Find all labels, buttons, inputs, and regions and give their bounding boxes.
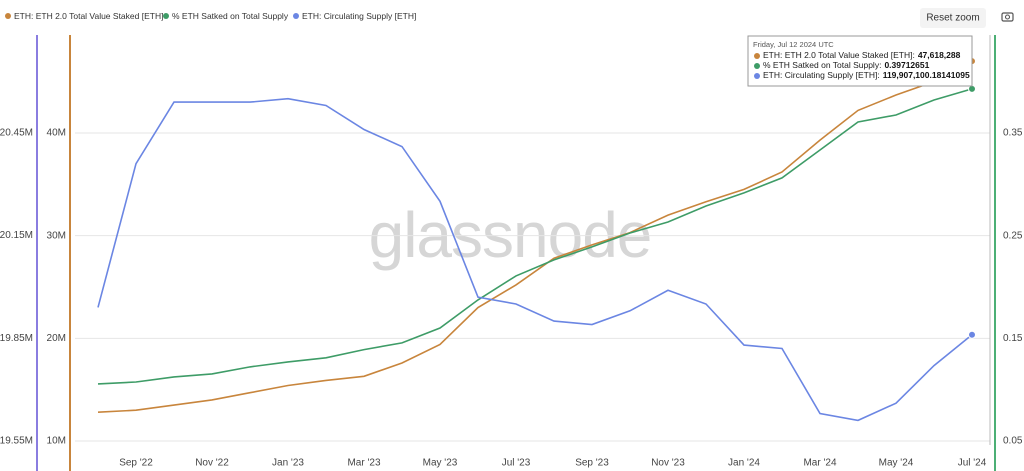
y-tick-label: 0.05: [1003, 436, 1023, 447]
y-tick-label: 0.25: [1003, 230, 1023, 241]
y-tick-label: 119.55M: [0, 436, 33, 447]
y-tick-label: 120.15M: [0, 230, 33, 241]
x-tick-label: Mar '24: [803, 458, 836, 469]
series-line: [97, 97, 973, 422]
tooltip-date: Friday, Jul 12 2024 UTC: [753, 40, 834, 49]
y-tick-label: 10M: [47, 436, 66, 447]
x-tick-label: Jan '24: [728, 458, 760, 469]
tooltip-swatch: [754, 73, 760, 79]
tooltip-row: % ETH Satked on Total Supply: 0.39712651: [763, 60, 930, 70]
camera-body[interactable]: [1001, 12, 1014, 22]
x-tick-label: Sep '23: [575, 458, 609, 469]
tooltip-value: 119,907,100.18141095: [883, 70, 970, 80]
series-line: [97, 88, 973, 385]
x-tick-label: Mar '23: [347, 458, 380, 469]
y-tick-label: 0.15: [1003, 333, 1023, 344]
hover-marker: [968, 330, 976, 339]
tooltip-value: 0.39712651: [884, 60, 929, 70]
button-label[interactable]: Reset zoom: [926, 13, 979, 24]
legend-swatch: [163, 13, 169, 19]
x-tick-label: Nov '22: [195, 458, 229, 469]
legend-swatch: [293, 13, 299, 19]
tooltip-swatch: [754, 53, 760, 59]
x-tick-label: May '23: [423, 458, 458, 469]
reset-zoom-button[interactable]: Reset zoom: [920, 8, 986, 28]
x-tick-label: Sep '22: [119, 458, 153, 469]
button-bg[interactable]: [920, 8, 986, 28]
tooltip-label: ETH: Circulating Supply [ETH]:: [763, 70, 880, 80]
legend-swatch: [5, 13, 11, 19]
x-tick-label: May '24: [879, 458, 914, 469]
y-tick-label: 120.45M: [0, 128, 33, 139]
y-tick-label: 40M: [47, 128, 66, 139]
x-tick-label: Jul '23: [502, 458, 531, 469]
tooltip-row: ETH: ETH 2.0 Total Value Staked [ETH]: 47…: [763, 50, 961, 60]
y-tick-label: 0.35: [1003, 128, 1023, 139]
legend-label: ETH: Circulating Supply [ETH]: [302, 11, 416, 21]
x-tick-label: Jul '24: [958, 458, 987, 469]
tooltip-box: [747, 35, 973, 87]
x-tick-label: Jan '23: [272, 458, 304, 469]
watermark: glassnode: [369, 199, 652, 271]
y-tick-label: 119.85M: [0, 333, 33, 344]
camera-icon[interactable]: [1001, 12, 1014, 22]
tooltip-label: ETH: ETH 2.0 Total Value Staked [ETH]:: [763, 50, 915, 60]
tooltip-row: ETH: Circulating Supply [ETH]: 119,907,10…: [763, 70, 970, 80]
x-tick-label: Nov '23: [651, 458, 685, 469]
tooltip-swatch: [754, 63, 760, 69]
y-tick-label: 30M: [47, 230, 66, 241]
series-line: [97, 60, 973, 413]
camera-lens[interactable]: [1004, 14, 1011, 20]
y-tick-label: 20M: [47, 333, 66, 344]
tooltip-label: % ETH Satked on Total Supply:: [763, 60, 881, 70]
legend-label: % ETH Satked on Total Supply: [172, 11, 289, 21]
tooltip-value: 47,618,288: [918, 50, 961, 60]
legend-label: ETH: ETH 2.0 Total Value Staked [ETH]: [14, 11, 163, 21]
